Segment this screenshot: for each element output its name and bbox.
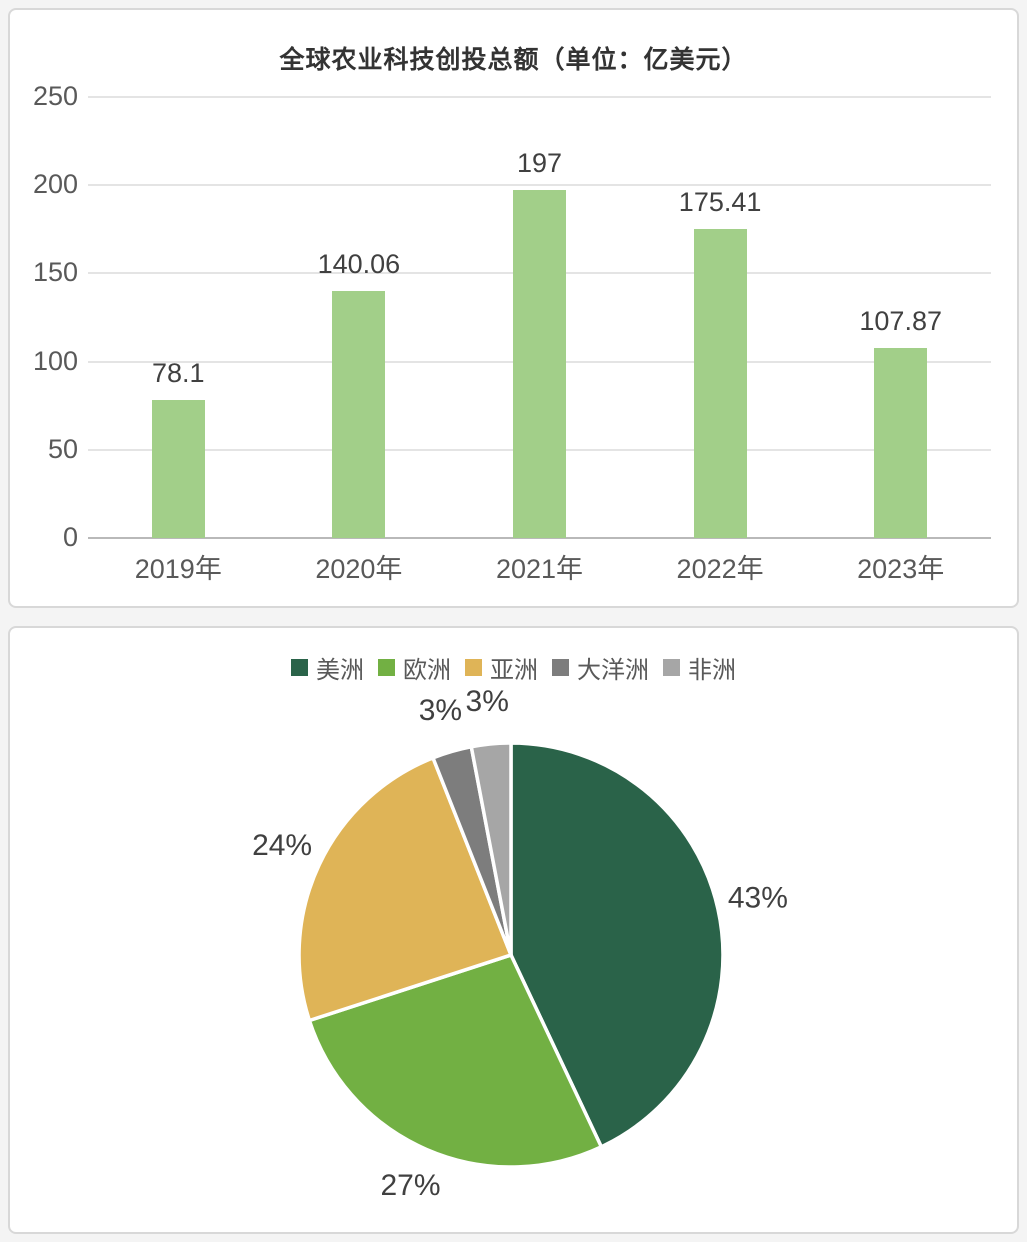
legend-label: 非洲 — [688, 657, 736, 684]
pie-slice-label: 3% — [466, 685, 509, 718]
y-axis-tick-label: 250 — [32, 81, 78, 111]
bar-value-label: 175.41 — [678, 186, 762, 217]
legend-label: 欧洲 — [403, 657, 451, 684]
bar — [874, 347, 928, 538]
bar — [151, 400, 205, 538]
bar-chart-title: 全球农业科技创投总额（单位：亿美元） — [279, 46, 748, 74]
legend-item: 欧洲 — [378, 650, 451, 685]
y-axis-tick-label: 150 — [32, 257, 78, 288]
pie-slice — [469, 741, 513, 957]
pie-slice-label: 43% — [728, 882, 788, 915]
legend-item: 非洲 — [663, 650, 736, 685]
legend-swatch-icon — [378, 659, 395, 676]
pie-slice-label: 3% — [419, 694, 462, 727]
pie-chart-legend: 美洲 欧洲 亚洲 大洋洲 非洲 — [10, 650, 1017, 685]
y-axis-tick-label: 100 — [32, 345, 78, 376]
legend-swatch-icon — [291, 659, 308, 676]
gridline — [88, 96, 991, 98]
pie-chart-card: 43% 27% 24% 3% 3% 美洲 欧洲 亚洲 大洋洲 非洲 — [8, 626, 1019, 1234]
pie-slice-label: 27% — [380, 1169, 440, 1202]
pie-chart: 43% 27% 24% 3% 3% — [252, 685, 788, 1202]
x-axis-tick-label: 2021年 — [495, 554, 584, 584]
bar — [513, 190, 566, 538]
legend-label: 亚洲 — [490, 657, 538, 684]
y-axis-tick-label: 50 — [47, 433, 78, 464]
x-axis-tick-label: 2020年 — [315, 554, 403, 584]
bar-chart-plot-area: 0 50 100 150 200 250 78.1 2019年 140.06 2020年 197 20… — [10, 10, 1017, 606]
bar — [693, 228, 747, 538]
x-axis-line — [88, 537, 991, 539]
x-axis-tick-label: 2022年 — [676, 554, 764, 584]
bar-chart-card: 全球农业科技创投总额（单位：亿美元） 0 50 100 150 200 250 78.1 20… — [8, 8, 1019, 608]
bar-value-label: 197 — [516, 148, 563, 179]
x-axis-tick-label: 2019年 — [134, 554, 222, 584]
x-axis-tick-label: 2023年 — [857, 554, 945, 584]
legend-label: 美洲 — [316, 657, 364, 684]
y-axis-tick-label: 200 — [32, 169, 78, 200]
bar-value-label: 140.06 — [317, 248, 401, 279]
legend-swatch-icon — [663, 659, 680, 676]
bar-value-label: 78.1 — [152, 358, 205, 389]
pie-slice-label: 24% — [252, 829, 312, 862]
legend-label: 大洋洲 — [577, 657, 649, 684]
legend-swatch-icon — [552, 659, 569, 676]
gridline — [88, 184, 991, 187]
pie-slice — [509, 741, 725, 1149]
legend-item: 大洋洲 — [552, 650, 649, 685]
legend-swatch-icon — [465, 659, 482, 676]
legend-item: 亚洲 — [465, 650, 538, 685]
bar — [332, 290, 386, 538]
legend-item: 美洲 — [291, 650, 364, 685]
y-axis-tick-label: 0 — [62, 522, 78, 552]
bar-value-label: 107.87 — [859, 305, 942, 336]
pie-slice — [307, 953, 604, 1169]
